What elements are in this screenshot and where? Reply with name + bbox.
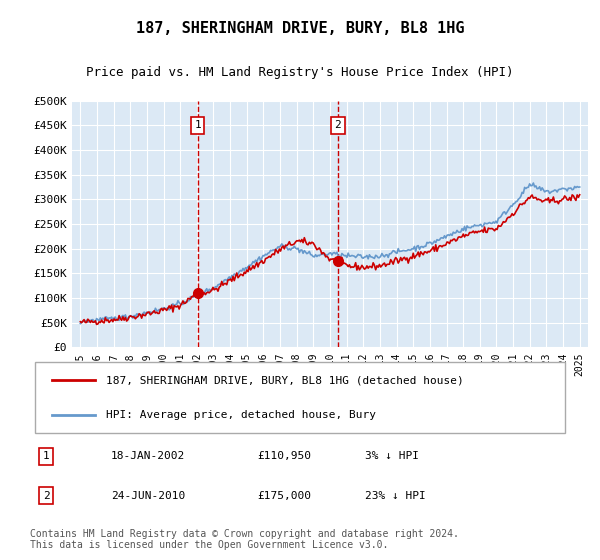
Text: £110,950: £110,950: [257, 451, 311, 461]
Text: Price paid vs. HM Land Registry's House Price Index (HPI): Price paid vs. HM Land Registry's House …: [86, 66, 514, 79]
Text: 1: 1: [43, 451, 50, 461]
FancyBboxPatch shape: [35, 362, 565, 433]
Text: 2: 2: [335, 120, 341, 130]
Text: 3% ↓ HPI: 3% ↓ HPI: [365, 451, 419, 461]
Text: £175,000: £175,000: [257, 491, 311, 501]
Text: 187, SHERINGHAM DRIVE, BURY, BL8 1HG (detached house): 187, SHERINGHAM DRIVE, BURY, BL8 1HG (de…: [106, 375, 463, 385]
Text: HPI: Average price, detached house, Bury: HPI: Average price, detached house, Bury: [106, 410, 376, 420]
Text: 187, SHERINGHAM DRIVE, BURY, BL8 1HG: 187, SHERINGHAM DRIVE, BURY, BL8 1HG: [136, 21, 464, 36]
Text: Contains HM Land Registry data © Crown copyright and database right 2024.
This d: Contains HM Land Registry data © Crown c…: [30, 529, 459, 550]
Text: 1: 1: [194, 120, 201, 130]
Text: 24-JUN-2010: 24-JUN-2010: [111, 491, 185, 501]
Text: 23% ↓ HPI: 23% ↓ HPI: [365, 491, 425, 501]
Text: 18-JAN-2002: 18-JAN-2002: [111, 451, 185, 461]
Text: 2: 2: [43, 491, 50, 501]
